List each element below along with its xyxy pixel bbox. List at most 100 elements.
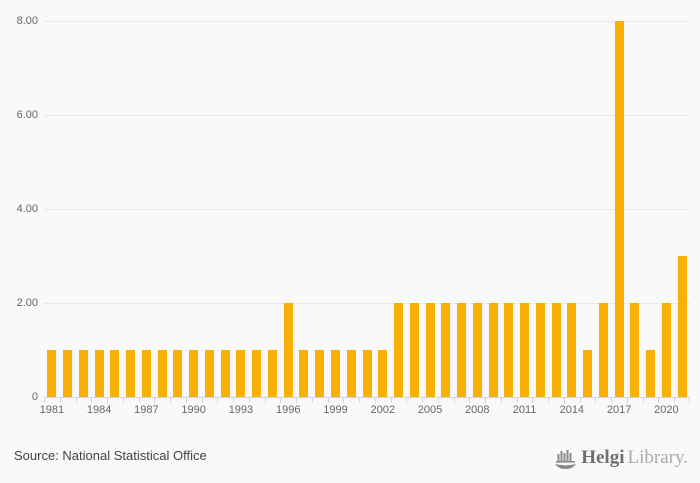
x-axis-tick — [437, 398, 439, 403]
x-tick-label-1990: 1990 — [181, 404, 206, 416]
x-axis-tick — [217, 398, 219, 403]
x-axis-tick — [626, 398, 628, 403]
bar-2003[interactable] — [394, 303, 403, 397]
bar-2020[interactable] — [661, 303, 671, 397]
bar-2005[interactable] — [425, 303, 435, 397]
bar-1991[interactable] — [204, 350, 214, 397]
bar-2014[interactable] — [567, 303, 577, 397]
bar-1998[interactable] — [315, 350, 325, 397]
x-axis-tick — [91, 398, 93, 403]
bar-1981[interactable] — [47, 350, 57, 397]
x-tick-label-2014: 2014 — [559, 404, 585, 416]
gridline-6.00 — [44, 114, 690, 116]
bar-2019[interactable] — [646, 350, 656, 397]
plot-area — [44, 20, 690, 403]
x-tick-label-2002: 2002 — [370, 404, 395, 416]
y-tick-label-0: 0 — [31, 391, 38, 403]
x-axis-tick — [611, 398, 613, 403]
x-axis-tick — [390, 398, 392, 403]
x-axis-tick — [359, 398, 361, 403]
x-axis-tick — [689, 398, 690, 403]
x-axis-tick — [264, 398, 266, 403]
source-caption: Source: National Statistical Office — [14, 448, 207, 463]
x-axis-tick — [327, 398, 329, 403]
y-tick-label-8.00: 8.00 — [16, 15, 38, 27]
x-tick-label-1999: 1999 — [323, 404, 348, 416]
x-axis-tick — [674, 398, 676, 403]
bar-2021[interactable] — [677, 256, 687, 397]
x-axis-tick — [138, 398, 140, 403]
x-axis-tick — [280, 398, 282, 403]
bar-2008[interactable] — [472, 303, 482, 397]
x-axis-tick — [453, 398, 455, 403]
bar-2016[interactable] — [598, 303, 608, 397]
x-axis-tick — [185, 398, 187, 403]
bar-1987[interactable] — [141, 350, 151, 397]
bar-2001[interactable] — [362, 350, 372, 397]
bar-1986[interactable] — [126, 350, 136, 397]
bar-1988[interactable] — [157, 350, 167, 397]
bar-1992[interactable] — [220, 350, 230, 397]
x-tick-label-1984: 1984 — [86, 404, 112, 416]
bar-2002[interactable] — [378, 350, 388, 397]
bar-1982[interactable] — [63, 350, 73, 397]
x-axis-tick — [532, 398, 534, 403]
bar-1993[interactable] — [236, 350, 246, 397]
x-axis-tick — [107, 398, 109, 403]
x-axis-tick — [248, 398, 250, 403]
bar-2010[interactable] — [504, 303, 514, 397]
bar-2012[interactable] — [535, 303, 545, 397]
x-axis-tick — [563, 398, 565, 403]
x-tick-label-2017: 2017 — [606, 404, 632, 416]
bar-1989[interactable] — [173, 350, 183, 397]
bar-1997[interactable] — [299, 350, 309, 397]
x-axis-tick — [548, 398, 550, 403]
gridline-2.00 — [44, 302, 690, 304]
x-tick-label-1987: 1987 — [134, 404, 159, 416]
bar-2011[interactable] — [520, 303, 530, 397]
bar-2009[interactable] — [488, 303, 498, 397]
bar-2004[interactable] — [409, 303, 419, 397]
bar-1984[interactable] — [94, 350, 104, 397]
x-axis-tick — [469, 398, 471, 403]
x-axis-tick — [422, 398, 424, 403]
x-axis-tick — [500, 398, 502, 403]
bar-2013[interactable] — [551, 303, 561, 397]
x-tick-label-1996: 1996 — [275, 404, 301, 416]
x-axis-tick — [59, 398, 61, 403]
x-axis-tick — [154, 398, 156, 403]
bar-1994[interactable] — [252, 350, 262, 397]
x-tick-label-2008: 2008 — [465, 404, 490, 416]
bar-2018[interactable] — [630, 303, 640, 397]
x-tick-label-2005: 2005 — [417, 404, 443, 416]
bar-1995[interactable] — [267, 350, 277, 397]
x-axis-tick — [406, 398, 408, 403]
bar-1990[interactable] — [189, 350, 199, 397]
helgi-ship-icon — [555, 450, 577, 469]
x-axis-tick — [296, 398, 298, 403]
gridline-4.00 — [44, 208, 690, 210]
x-tick-label-1981: 1981 — [39, 404, 65, 416]
x-axis-tick — [485, 398, 487, 403]
x-tick-label-1993: 1993 — [228, 404, 254, 416]
bar-2007[interactable] — [457, 303, 467, 397]
bar-2006[interactable] — [441, 303, 451, 397]
x-axis-tick — [658, 398, 660, 403]
x-axis-tick — [201, 398, 203, 403]
x-axis-tick — [75, 398, 77, 403]
bar-1983[interactable] — [78, 350, 88, 397]
helgi-library-logo[interactable]: Helgi Library. — [554, 446, 688, 470]
x-axis-tick — [579, 398, 581, 403]
x-axis-tick — [642, 398, 644, 403]
bar-1999[interactable] — [330, 350, 340, 397]
bar-1985[interactable] — [110, 350, 120, 397]
x-axis-tick — [122, 398, 124, 403]
x-tick-label-2011: 2011 — [512, 404, 537, 416]
bar-2000[interactable] — [346, 350, 356, 397]
bar-2015[interactable] — [583, 350, 593, 397]
bar-1996[interactable] — [283, 303, 293, 397]
bar-2017[interactable] — [614, 21, 624, 397]
logo-text-helgi: Helgi — [581, 447, 625, 468]
